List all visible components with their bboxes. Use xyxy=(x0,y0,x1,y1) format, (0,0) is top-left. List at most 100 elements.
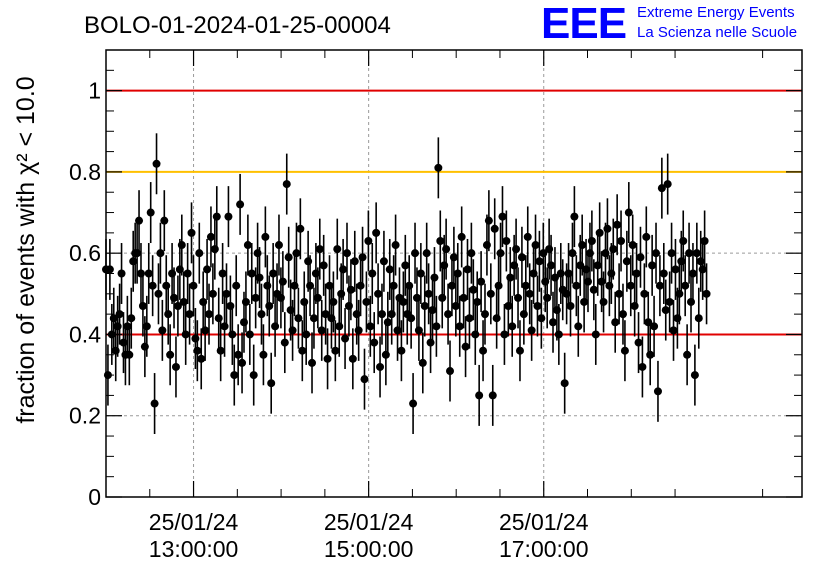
data-point xyxy=(508,322,517,331)
tick-labels: 00.20.40.60.8125/01/2413:00:0025/01/2415… xyxy=(69,78,589,562)
data-point xyxy=(397,346,406,355)
data-point xyxy=(292,249,301,258)
data-point xyxy=(564,269,573,278)
data-point xyxy=(463,265,472,274)
data-point xyxy=(311,269,320,278)
data-point xyxy=(313,293,322,302)
data-point xyxy=(255,273,264,282)
data-point xyxy=(562,289,571,298)
data-point xyxy=(171,362,180,371)
data-point xyxy=(300,297,309,306)
chart-title: BOLO-01-2024-01-25-00004 xyxy=(84,12,391,39)
data-point xyxy=(220,322,229,331)
data-point xyxy=(263,281,272,290)
data-point xyxy=(298,346,307,355)
data-point xyxy=(541,277,550,286)
data-point xyxy=(253,249,262,258)
data-point xyxy=(473,297,482,306)
data-point xyxy=(644,318,653,327)
data-point xyxy=(236,200,245,209)
data-point xyxy=(288,326,297,335)
x-tick-date-label: 25/01/24 xyxy=(499,509,589,535)
data-point xyxy=(490,224,499,233)
data-point xyxy=(531,241,540,250)
data-point xyxy=(480,310,489,319)
data-point xyxy=(572,281,581,290)
data-point xyxy=(191,334,200,343)
data-point xyxy=(257,310,266,319)
data-point xyxy=(228,330,237,339)
data-point xyxy=(339,265,348,274)
data-point xyxy=(615,289,624,298)
data-point xyxy=(529,269,538,278)
data-point xyxy=(597,277,606,286)
data-point xyxy=(286,306,295,315)
data-point xyxy=(278,277,287,286)
data-point xyxy=(335,322,344,331)
data-point xyxy=(556,269,565,278)
data-point xyxy=(622,257,631,266)
data-point xyxy=(115,310,124,319)
data-point xyxy=(133,249,142,258)
data-point xyxy=(587,236,596,245)
data-point xyxy=(269,269,278,278)
data-point xyxy=(197,354,206,363)
data-point xyxy=(667,249,676,258)
data-point xyxy=(560,379,569,388)
data-point xyxy=(506,273,515,282)
data-point xyxy=(319,261,328,270)
data-point xyxy=(377,310,386,319)
data-point xyxy=(412,293,421,302)
data-point xyxy=(517,253,526,262)
data-point xyxy=(284,253,293,262)
data-point xyxy=(543,293,552,302)
data-point xyxy=(510,261,519,270)
data-point xyxy=(589,285,598,294)
data-point xyxy=(442,245,451,254)
data-point xyxy=(189,281,198,290)
data-point xyxy=(127,314,136,323)
data-point xyxy=(550,273,559,282)
data-point xyxy=(447,281,456,290)
data-point xyxy=(626,281,635,290)
data-point xyxy=(611,318,620,327)
data-point xyxy=(136,269,145,278)
y-axis-label: fraction of events with χ² < 10.0 xyxy=(12,76,40,423)
data-point xyxy=(117,269,126,278)
data-point xyxy=(315,245,324,254)
y-tick-label: 0.4 xyxy=(69,321,101,347)
x-tick-time-label: 13:00:00 xyxy=(149,536,239,562)
data-point xyxy=(438,293,447,302)
data-point xyxy=(138,302,147,311)
data-point xyxy=(618,310,627,319)
data-point xyxy=(111,346,120,355)
data-point xyxy=(179,297,188,306)
data-point xyxy=(702,289,711,298)
data-point xyxy=(638,362,647,371)
data-point xyxy=(193,346,202,355)
logo-line-2: La Scienza nelle Scuole xyxy=(637,24,798,41)
x-tick-date-label: 25/01/24 xyxy=(149,509,239,535)
data-point xyxy=(420,302,429,311)
data-point xyxy=(583,277,592,286)
data-point xyxy=(663,180,672,189)
data-point xyxy=(218,269,227,278)
x-tick-time-label: 17:00:00 xyxy=(499,536,589,562)
data-point xyxy=(245,330,254,339)
data-point xyxy=(135,216,144,225)
data-point xyxy=(690,371,699,380)
data-point xyxy=(430,273,439,282)
data-point xyxy=(514,293,523,302)
data-point xyxy=(479,346,488,355)
data-point xyxy=(451,302,460,311)
data-point xyxy=(475,391,484,400)
data-point xyxy=(199,297,208,306)
data-point xyxy=(183,269,192,278)
data-point xyxy=(512,245,521,254)
data-point xyxy=(440,261,449,270)
data-point xyxy=(230,371,239,380)
data-point xyxy=(181,330,190,339)
data-point xyxy=(379,257,388,266)
data-point xyxy=(496,249,505,258)
